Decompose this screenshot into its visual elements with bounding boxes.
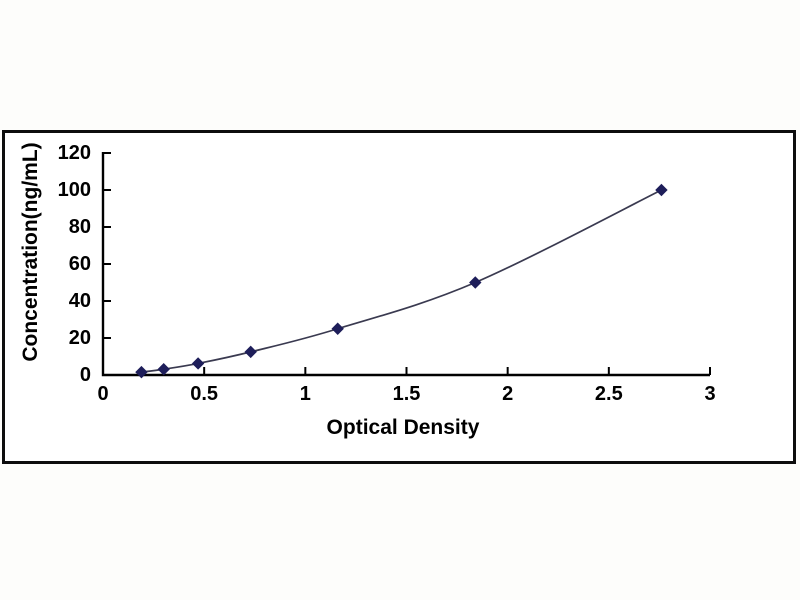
- x-axis-tick-label: 2.5: [594, 383, 623, 405]
- y-axis-tick-label: 100: [57, 179, 91, 201]
- data-point-marker: [655, 183, 668, 197]
- data-point-marker: [331, 322, 344, 335]
- data-point-marker: [191, 357, 205, 370]
- y-axis-tick-label: 80: [68, 216, 91, 238]
- data-point-marker: [135, 365, 148, 379]
- y-axis-tick-label: 40: [68, 290, 91, 312]
- x-axis-tick-label: 0: [97, 383, 109, 405]
- y-axis-title: Concentration(ng/mL): [19, 142, 42, 362]
- data-point-marker: [157, 363, 170, 376]
- y-axis-tick-label: 0: [79, 364, 91, 386]
- x-axis-tick-label: 1: [299, 383, 311, 405]
- axis-lines: [101, 152, 710, 377]
- y-axis-tick-label: 60: [68, 253, 91, 275]
- y-axis-tick-label: 20: [68, 327, 91, 349]
- standard-curve-line: [141, 189, 662, 373]
- x-axis-tick-label: 2: [502, 383, 514, 405]
- data-point-marker: [469, 276, 482, 289]
- x-axis-tick-label: 3: [704, 383, 716, 405]
- x-axis-title: Optical Density: [326, 416, 480, 439]
- chart-frame: [2, 130, 796, 464]
- x-axis-tick-label: 1.5: [392, 383, 421, 405]
- y-axis-tick-label: 120: [57, 142, 91, 164]
- data-point-marker: [244, 345, 257, 359]
- x-axis-tick-label: 0.5: [190, 383, 219, 405]
